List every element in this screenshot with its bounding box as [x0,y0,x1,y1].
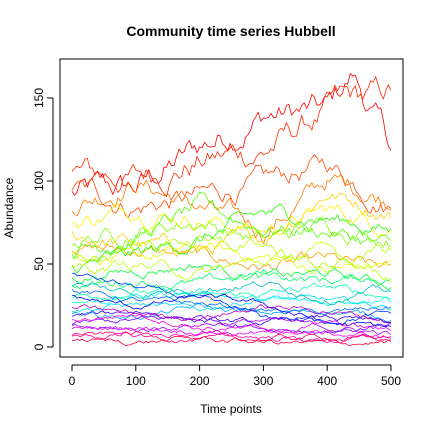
plot-area [72,74,391,346]
x-tick-label: 200 [190,374,210,388]
x-tick-label: 100 [126,374,146,388]
series-line-32 [72,242,391,283]
series-line-1 [72,74,391,196]
y-tick-label: 150 [32,88,46,108]
y-tick-label: 100 [32,171,46,191]
x-tick-label: 300 [253,374,273,388]
chart-title: Community time series Hubbell [126,23,335,39]
x-tick-label: 0 [69,374,76,388]
y-tick-label: 0 [32,343,46,350]
x-tick-label: 400 [317,374,337,388]
x-tick-label: 500 [381,374,401,388]
series-line-28 [72,331,391,342]
series-line-14 [72,270,391,289]
y-axis-label: Abundance [2,177,16,238]
x-axis: 0 100 200 300 400 500 [69,365,402,388]
series-layer [72,74,391,346]
series-line-10 [72,217,391,247]
y-tick-label: 50 [32,257,46,271]
x-axis-label: Time points [200,402,262,416]
y-axis: 0 50 100 150 [32,88,53,351]
